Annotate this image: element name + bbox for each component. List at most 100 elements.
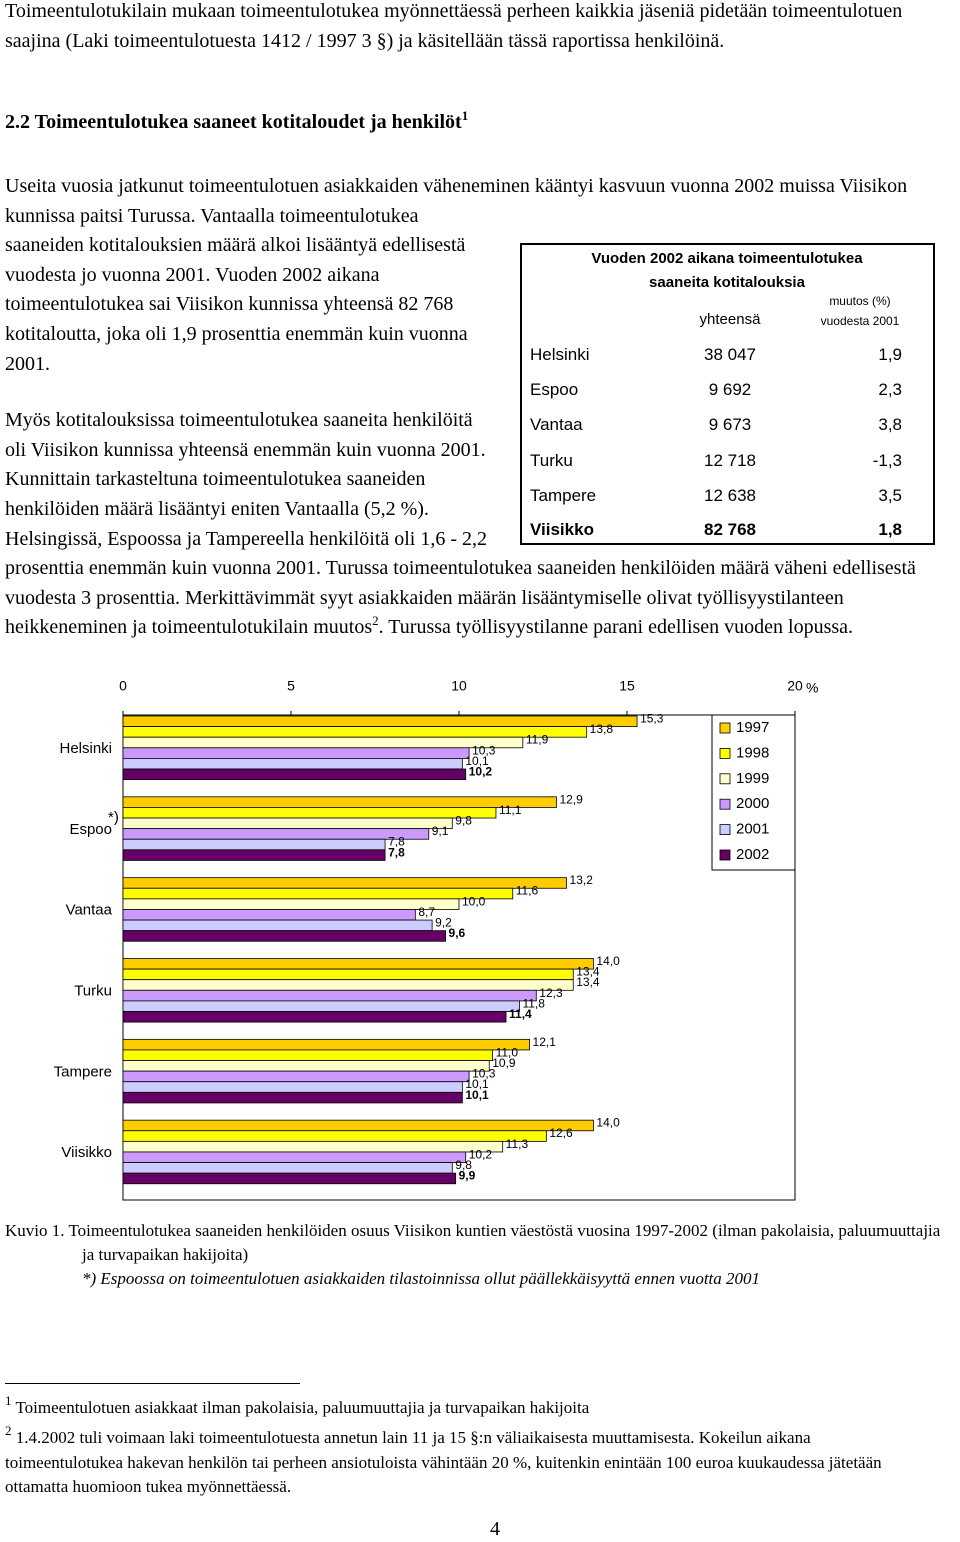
- bar: [122, 1049, 494, 1061]
- legend-label: 1999: [736, 770, 769, 787]
- footnote-marker: 2: [5, 1423, 12, 1438]
- axis-unit: %: [806, 680, 818, 696]
- table-cell: 9 673: [708, 415, 752, 434]
- footnote-text: 1.4.2002 tuli voimaan laki toimeentulotu…: [5, 1428, 882, 1496]
- footnote-ref: 2: [372, 613, 379, 629]
- value-label: 13,8: [590, 722, 614, 736]
- value-label: 7,8: [388, 845, 405, 859]
- category-label: Viisikko: [61, 1144, 112, 1161]
- bar: [122, 1162, 453, 1174]
- category-label: Helsinki: [59, 740, 112, 757]
- x-tick-label: 5: [287, 678, 295, 694]
- value-label: 9,8: [455, 814, 472, 828]
- value-label: 11,0: [496, 1045, 519, 1059]
- paragraph: Useita vuosia jatkunut toimeentulotuen a…: [5, 175, 908, 375]
- bar: [122, 849, 386, 861]
- footnote-marker: 1: [5, 1393, 12, 1408]
- value-label: 10,1: [465, 1088, 489, 1102]
- footnote-ref: 1: [461, 108, 469, 123]
- footnote-rule: [5, 1383, 300, 1384]
- bar: [122, 715, 638, 728]
- value-label: 9,8: [455, 1158, 472, 1172]
- bar: [122, 1119, 594, 1132]
- value-label: 10,1: [465, 754, 489, 768]
- heading-text: 2.2 Toimeentulotukea saaneet kotitaloude…: [5, 111, 462, 133]
- table-cell: 1,8: [878, 520, 902, 539]
- legend-swatch: [719, 748, 731, 759]
- table-cell: 3,5: [878, 486, 902, 505]
- x-tick-label: 15: [619, 678, 635, 694]
- value-label: 14,0: [596, 1116, 620, 1130]
- value-label: 11,6: [516, 884, 539, 898]
- section-heading: 2.2 Toimeentulotukea saaneet kotitaloude…: [5, 108, 468, 138]
- bar: [122, 1011, 507, 1023]
- paragraph-text: . Turussa työllisyystilanne parani edell…: [378, 616, 854, 639]
- text-flow: Vuoden 2002 aikana toimeentulotukea saan…: [5, 172, 935, 643]
- legend-label: 1997: [736, 719, 769, 736]
- row-label: Helsinki: [530, 345, 590, 364]
- bar: [122, 1000, 520, 1012]
- bar: [122, 1091, 463, 1104]
- x-tick-label: 0: [119, 678, 127, 694]
- value-label: 9,1: [432, 824, 449, 838]
- column-header: yhteensä: [699, 311, 761, 328]
- bar: [122, 1070, 470, 1083]
- bar: [122, 1060, 490, 1072]
- bar: [122, 726, 588, 738]
- category-label: Turku: [74, 982, 112, 999]
- bar: [122, 1081, 463, 1093]
- value-label: 15,3: [640, 711, 664, 725]
- bar: [122, 758, 463, 770]
- table-cell: 12 638: [704, 486, 756, 505]
- legend-label: 2001: [736, 821, 769, 838]
- value-label: 10,3: [472, 1067, 496, 1081]
- summary-table: Vuoden 2002 aikana toimeentulotukea saan…: [520, 243, 935, 545]
- paragraph: Myös kotitalouksissa toimeentulotukea sa…: [5, 406, 935, 643]
- footnote-text: Toimeentulotuen asiakkaat ilman pakolais…: [15, 1398, 590, 1417]
- bar: [122, 796, 557, 808]
- table-cell: 2,3: [878, 380, 902, 399]
- table-cell: 12 718: [704, 451, 756, 470]
- value-label: 8,7: [418, 905, 435, 919]
- paragraph-text: Myös kotitalouksissa toimeentulotukea sa…: [5, 409, 916, 639]
- caption-label: Kuvio 1.: [5, 1221, 65, 1240]
- value-label: 11,4: [509, 1007, 532, 1021]
- legend-swatch: [719, 849, 731, 861]
- table-cell: 3,8: [878, 415, 902, 434]
- category-label: Tampere: [54, 1063, 112, 1080]
- bar: [122, 909, 416, 921]
- value-label: 12,9: [559, 792, 583, 806]
- table-cell: 38 047: [704, 345, 756, 364]
- value-label: 13,2: [570, 873, 594, 887]
- bar: [122, 768, 467, 781]
- bar: [122, 807, 497, 819]
- bar: [122, 747, 470, 759]
- caption: Kuvio 1. Toimeentulotukea saaneiden henk…: [5, 1219, 955, 1267]
- bar: [122, 1130, 547, 1142]
- page-number: 4: [490, 1518, 500, 1540]
- value-label: 13,4: [576, 965, 600, 979]
- column-header: muutos (%) vuodesta 2001: [820, 294, 900, 328]
- bar: [122, 919, 433, 932]
- value-label: 12,3: [539, 986, 563, 1000]
- table-cell: 82 768: [704, 520, 756, 539]
- value-label: 10,3: [472, 743, 496, 757]
- legend-swatch: [719, 824, 731, 836]
- bar: [122, 930, 446, 942]
- value-label: 10,2: [469, 764, 493, 778]
- value-label: 9,2: [435, 916, 452, 930]
- legend-label: 2000: [736, 795, 769, 812]
- value-label: 12,6: [549, 1126, 573, 1140]
- value-label: 10,2: [469, 1147, 493, 1161]
- caption-text: Toimeentulotukea saaneiden henkilöiden o…: [68, 1221, 941, 1264]
- value-label: 9,9: [459, 1169, 476, 1183]
- bar: [122, 838, 386, 851]
- value-label: 11,8: [522, 996, 545, 1010]
- row-label: Tampere: [530, 486, 597, 505]
- bar: [122, 736, 524, 749]
- footnote: 1 Toimeentulotuen asiakkaat ilman pakola…: [5, 1393, 955, 1420]
- bar: [122, 958, 594, 970]
- table-cell: 1,9: [878, 345, 902, 364]
- value-label: 13,4: [576, 975, 600, 989]
